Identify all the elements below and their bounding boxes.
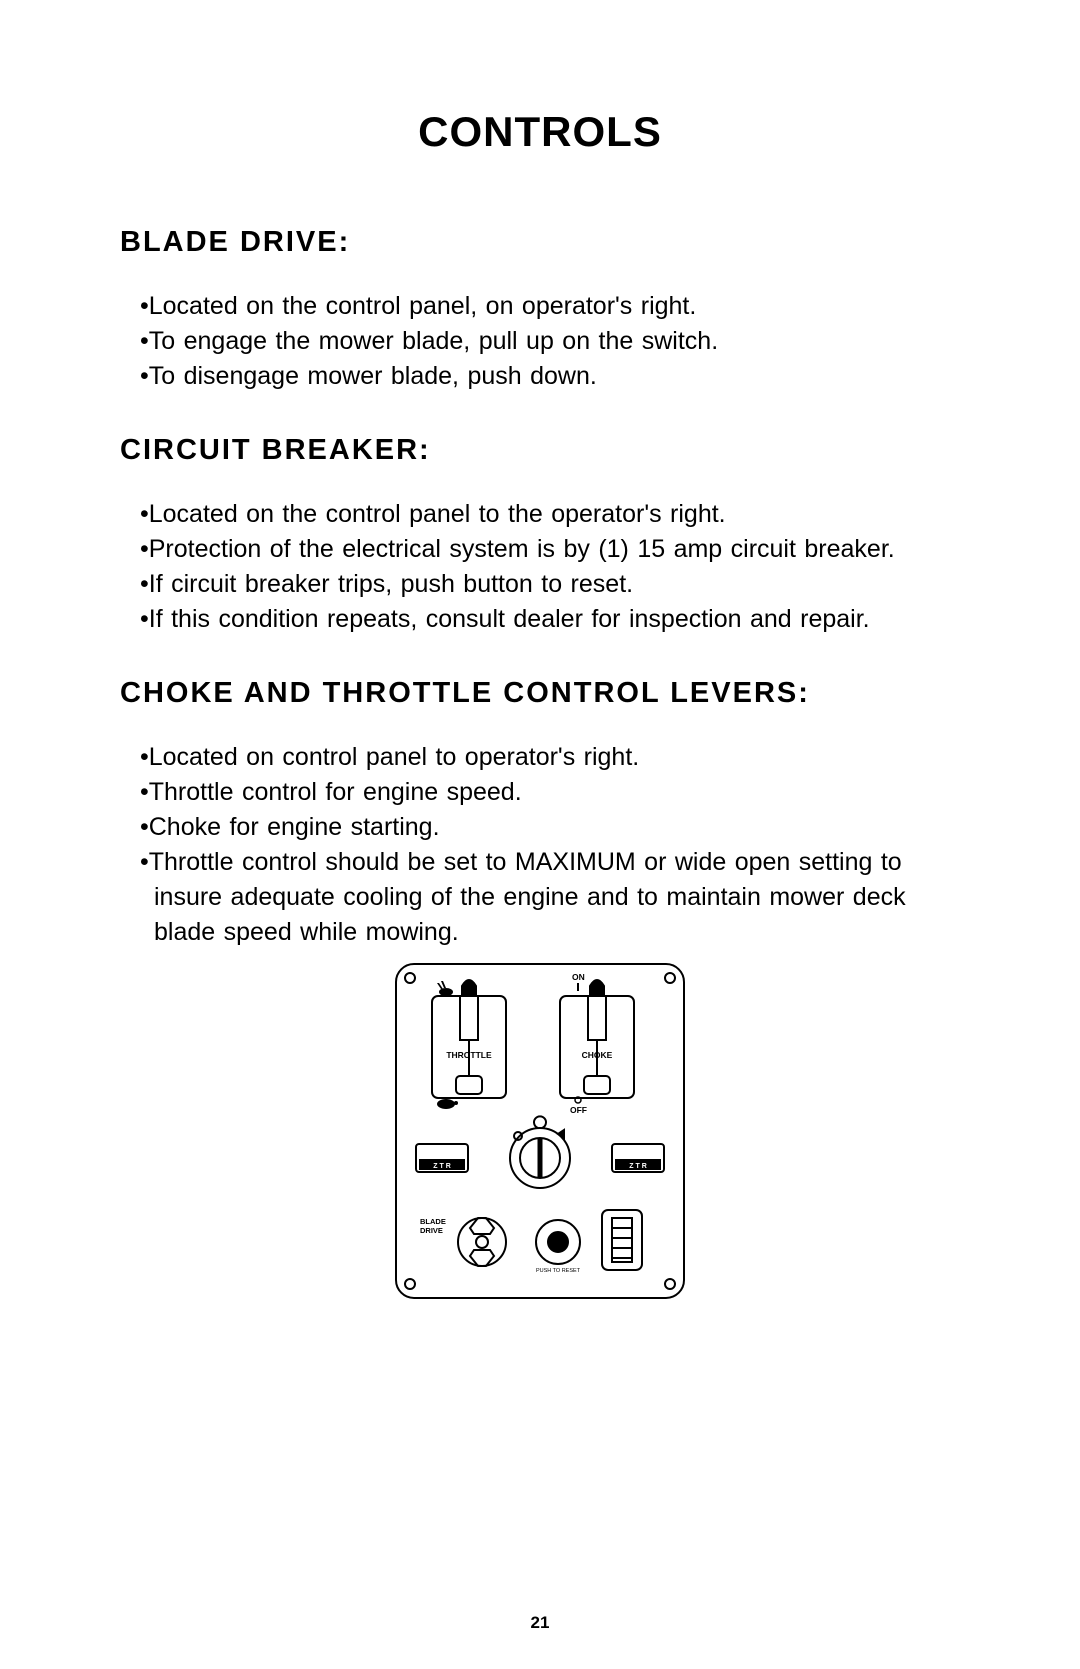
- list-item: •Located on the control panel to the ope…: [140, 497, 960, 532]
- diagram-label-on: ON: [572, 972, 585, 982]
- diagram-label-ztr-left: Z T R: [433, 1163, 451, 1170]
- section-heading-blade-drive: BLADE DRIVE:: [120, 226, 960, 259]
- control-panel-diagram: ON OFF THROTTLE CHOKE BLADE DRIVE PUSH T…: [120, 958, 960, 1304]
- list-item: •To engage the mower blade, pull up on t…: [140, 324, 960, 359]
- list-item: •To disengage mower blade, push down.: [140, 359, 960, 394]
- list-item: •Choke for engine starting.: [140, 810, 960, 845]
- list-item: •If this condition repeats, consult deal…: [140, 602, 960, 637]
- section-heading-circuit-breaker: CIRCUIT BREAKER:: [120, 434, 960, 467]
- blade-drive-list: •Located on the control panel, on operat…: [140, 289, 960, 394]
- list-item: •Throttle control for engine speed.: [140, 775, 960, 810]
- page-title: CONTROLS: [120, 108, 960, 156]
- list-item: •Throttle control should be set to MAXIM…: [140, 845, 960, 950]
- control-panel-svg: ON OFF THROTTLE CHOKE BLADE DRIVE PUSH T…: [390, 958, 690, 1304]
- page-number: 21: [0, 1613, 1080, 1633]
- diagram-label-off: OFF: [570, 1105, 587, 1115]
- list-item: •If circuit breaker trips, push button t…: [140, 567, 960, 602]
- list-item: •Located on the control panel, on operat…: [140, 289, 960, 324]
- diagram-label-throttle: THROTTLE: [446, 1050, 492, 1060]
- diagram-label-choke: CHOKE: [582, 1050, 613, 1060]
- diagram-label-drive: DRIVE: [420, 1226, 443, 1235]
- circuit-breaker-list: •Located on the control panel to the ope…: [140, 497, 960, 637]
- choke-throttle-list: •Located on control panel to operator's …: [140, 740, 960, 950]
- diagram-label-ztr-right: Z T R: [629, 1163, 647, 1170]
- list-item: •Protection of the electrical system is …: [140, 532, 960, 567]
- manual-page: CONTROLS BLADE DRIVE: •Located on the co…: [0, 0, 1080, 1669]
- diagram-label-blade: BLADE: [420, 1217, 446, 1226]
- list-item: •Located on control panel to operator's …: [140, 740, 960, 775]
- diagram-label-push-reset: PUSH TO RESET: [536, 1268, 581, 1274]
- section-heading-choke-throttle: CHOKE AND THROTTLE CONTROL LEVERS:: [120, 677, 960, 710]
